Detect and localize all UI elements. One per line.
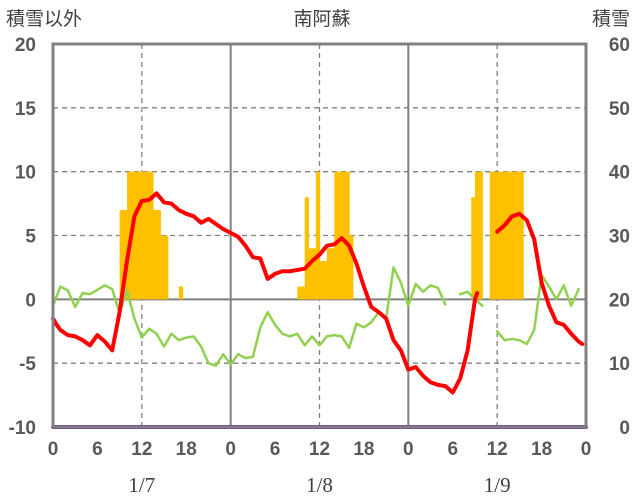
precip-bar (504, 171, 509, 300)
right-tick-label: 30 (609, 227, 630, 248)
x-tick-label: 18 (531, 439, 552, 460)
temperature-line-2 (495, 211, 585, 346)
precip-bar (312, 248, 317, 300)
x-tick-label: 12 (487, 439, 508, 460)
day-label: 1/7 (128, 473, 155, 497)
precip-bar (178, 286, 184, 300)
precip-bar (493, 171, 498, 300)
precip-bar (149, 171, 154, 300)
right-tick-label: 50 (609, 99, 630, 120)
x-tick-label: 0 (48, 439, 59, 460)
precip-bar (152, 209, 158, 300)
precip-bar (471, 197, 476, 300)
precip-bar (497, 171, 502, 300)
left-tick-label: -10 (9, 418, 36, 439)
left-axis-label: 積雪以外 (6, 8, 82, 30)
day-label: 1/9 (484, 473, 511, 497)
precipitation-bars (119, 171, 524, 300)
left-tick-label: -5 (19, 354, 36, 375)
wind-line-2 (458, 290, 484, 307)
precip-bar (300, 286, 306, 300)
precip-bar (341, 171, 347, 300)
precip-bar (119, 209, 124, 300)
precip-bar (330, 248, 335, 300)
precip-bar (160, 235, 165, 300)
precip-bar (489, 171, 495, 300)
left-tick-label: 5 (25, 227, 36, 248)
x-tick-label: 0 (581, 439, 592, 460)
precip-bar (323, 261, 328, 300)
precip-bar (164, 235, 169, 300)
right-axis-ticks: 60 50 40 30 20 10 0 (609, 35, 630, 439)
x-axis-ticks: 0 6 12 18 0 6 12 18 0 6 12 18 0 (48, 439, 592, 460)
precip-bar (349, 235, 354, 300)
temperature-line (51, 191, 480, 395)
x-tick-label: 0 (225, 439, 236, 460)
precip-bar (315, 171, 321, 300)
precip-bar (319, 261, 324, 300)
x-tick-label: 18 (353, 439, 374, 460)
right-tick-label: 10 (609, 354, 630, 375)
precip-bar (134, 171, 139, 300)
right-tick-label: 40 (609, 163, 630, 184)
precip-bar (141, 171, 147, 300)
precip-bar (334, 171, 339, 300)
wind-line-3 (495, 273, 580, 346)
x-tick-label: 6 (447, 439, 458, 460)
right-tick-label: 60 (609, 35, 630, 56)
x-tick-label: 6 (270, 439, 281, 460)
precip-bar (474, 171, 480, 300)
right-axis-label: 積雪 (592, 8, 630, 30)
left-axis-ticks: 20 15 10 5 0 -5 -10 (9, 35, 37, 439)
precip-bar (515, 171, 520, 300)
x-tick-label: 12 (309, 439, 330, 460)
precip-bar (326, 248, 332, 300)
left-tick-label: 0 (25, 290, 36, 311)
precip-bar (123, 209, 128, 300)
precip-bar (304, 197, 309, 300)
precip-bar (511, 171, 517, 300)
precip-bar (308, 248, 313, 300)
x-tick-label: 0 (403, 439, 414, 460)
right-tick-label: 0 (619, 418, 630, 439)
plot-frame (51, 42, 588, 429)
precip-bar (138, 171, 143, 300)
chart-title: 南阿蘇 (293, 8, 350, 30)
precip-bar (145, 171, 150, 300)
precip-bar (127, 171, 132, 300)
left-tick-label: 10 (15, 163, 36, 184)
x-tick-label: 6 (92, 439, 103, 460)
precip-bar (500, 171, 506, 300)
left-tick-label: 20 (15, 35, 36, 56)
left-tick-label: 15 (15, 99, 37, 120)
day-labels: 1/7 1/8 1/9 (128, 473, 510, 497)
day-label: 1/8 (306, 473, 333, 497)
precip-bar (519, 171, 524, 300)
right-tick-label: 20 (609, 290, 630, 311)
precip-bar (297, 286, 302, 300)
precip-bar (156, 209, 161, 300)
precip-bar (478, 171, 483, 300)
x-tick-label: 18 (176, 439, 197, 460)
precip-bar (345, 171, 350, 300)
precip-bar (508, 171, 513, 300)
x-tick-label: 12 (131, 439, 152, 460)
precip-bar (338, 171, 343, 300)
